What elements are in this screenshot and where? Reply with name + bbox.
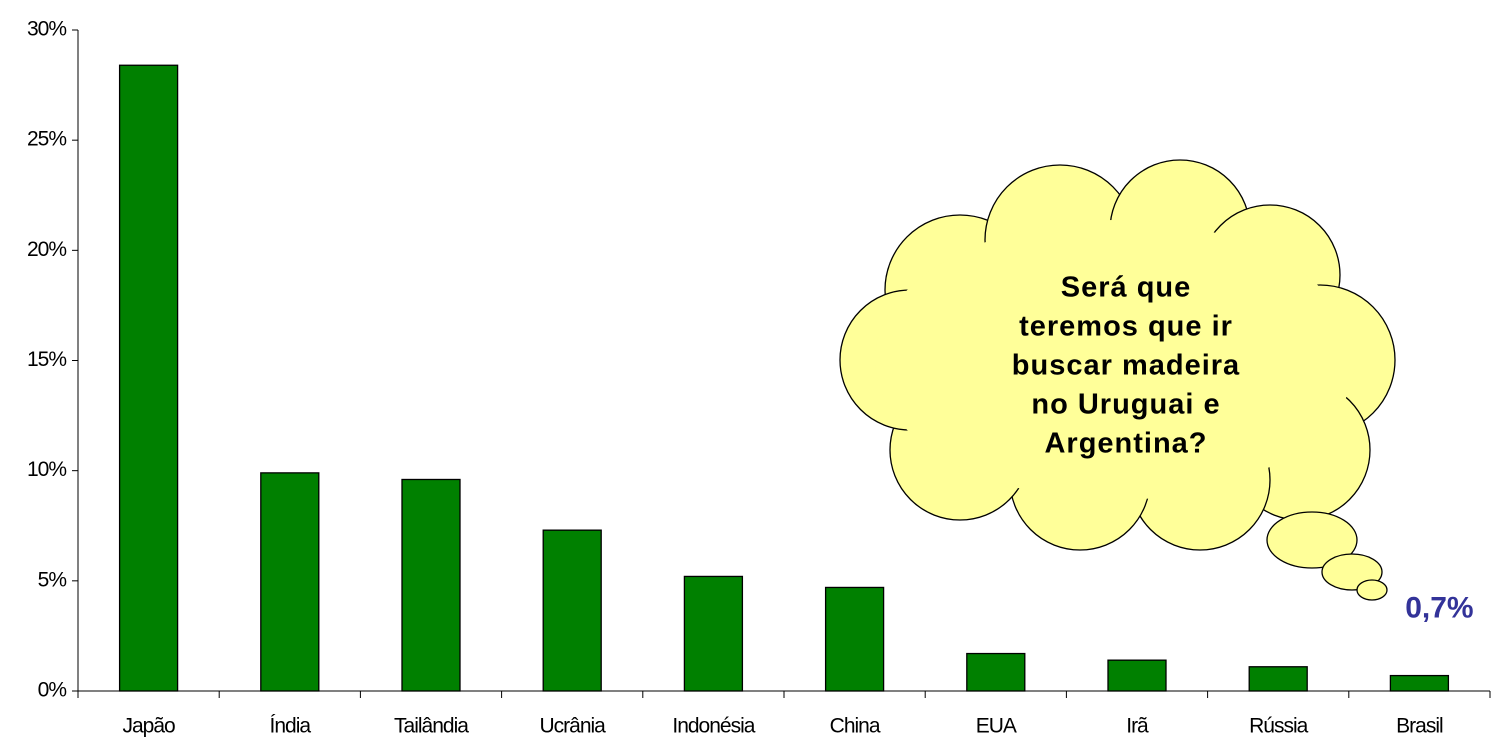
bar (260, 472, 320, 692)
annotation: teremos que ir (1019, 311, 1233, 343)
value-label: 0,7% (1405, 591, 1473, 624)
x-tick-label: Indonésia (672, 715, 755, 738)
y-tick-label: 15% (27, 348, 66, 371)
annotation: no Uruguai e (1031, 389, 1220, 421)
bar (966, 652, 1026, 692)
bar (401, 478, 461, 692)
x-tick-label: Rússia (1249, 715, 1309, 738)
x-tick-label: Ucrânia (540, 715, 607, 738)
bar (1389, 674, 1450, 692)
annotation: buscar madeira (1012, 350, 1240, 382)
y-tick-label: 25% (27, 128, 66, 151)
x-tick-label: China (830, 715, 881, 738)
bar (1107, 659, 1167, 692)
bar (542, 529, 602, 692)
bar (118, 64, 179, 692)
annotation: Será que (1061, 272, 1192, 304)
y-tick-label: 20% (27, 238, 66, 261)
annotation: Argentina? (1044, 428, 1207, 460)
bar (683, 575, 744, 692)
y-tick-label: 10% (27, 458, 66, 481)
bar (1248, 666, 1308, 692)
y-tick-label: 0% (38, 679, 67, 702)
y-tick-label: 5% (38, 568, 67, 591)
speech-cloud (839, 159, 1396, 601)
y-tick-label: 30% (27, 18, 66, 41)
x-tick-label: Índia (270, 715, 312, 738)
bar (824, 586, 885, 692)
x-tick-label: Japão (122, 715, 175, 738)
x-tick-label: EUA (976, 715, 1017, 738)
x-tick-label: Tailândia (394, 715, 469, 738)
x-tick-label: Irã (1126, 715, 1149, 738)
x-tick-label: Brasil (1396, 715, 1443, 738)
